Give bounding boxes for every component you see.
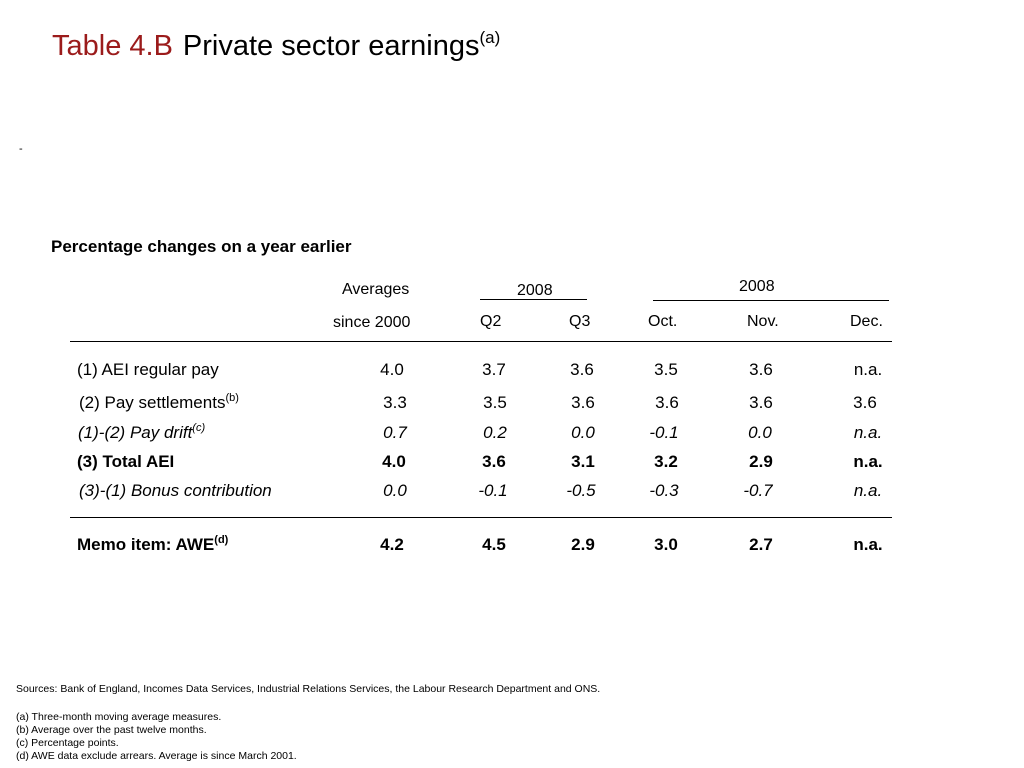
- table-cell: 3.5: [483, 393, 507, 412]
- row-label-pay-drift: (1)-(2) Pay drift(c): [78, 422, 206, 443]
- group1-underline: [480, 299, 587, 300]
- header-col-oct: Oct.: [648, 313, 678, 330]
- row-label-memo-awe: Memo item: AWE(d): [77, 534, 229, 555]
- table-cell: n.a.: [853, 423, 883, 442]
- table-cell: n.a.: [853, 452, 883, 471]
- title-footnote-ref: (a): [479, 28, 501, 47]
- footnote-ref: (c): [192, 422, 206, 434]
- table-cell: 0.0: [748, 423, 772, 442]
- table-cell: 3.6: [655, 393, 679, 412]
- header-averages: Averages: [342, 281, 410, 298]
- table-cell: 3.3: [383, 393, 407, 412]
- table-cell: -0.5: [566, 481, 596, 500]
- row-label-aei-regular-pay: (1) AEI regular pay: [77, 360, 219, 379]
- footnote-b: (b) Average over the past twelve months.: [16, 724, 207, 736]
- table-cell: 3.1: [571, 452, 595, 471]
- table-cell: 0.0: [383, 481, 407, 500]
- row-label-pay-settlements: (2) Pay settlements(b): [79, 392, 239, 413]
- footnote-ref: (b): [225, 392, 239, 404]
- table-cell: -0.1: [649, 423, 679, 442]
- header-rule: [70, 341, 892, 342]
- marker-dash: -: [19, 143, 23, 155]
- table-cell: 3.6: [570, 360, 594, 379]
- table-cell: -0.7: [743, 481, 773, 500]
- table-cell: n.a.: [853, 481, 883, 500]
- row-label-total-aei: (3) Total AEI: [77, 452, 175, 471]
- table-cell: 3.6: [749, 360, 773, 379]
- table-title-text: Private sector earnings: [182, 30, 480, 62]
- table-cell: 3.6: [853, 393, 877, 412]
- group2-underline: [653, 300, 889, 301]
- memo-rule: [70, 517, 892, 518]
- table-cell: 3.6: [749, 393, 773, 412]
- table-cell: 0.2: [483, 423, 507, 442]
- table-cell: 3.5: [654, 360, 678, 379]
- table-cell: 3.6: [571, 393, 595, 412]
- table-cell: 4.0: [382, 452, 406, 471]
- header-col-nov: Nov.: [747, 313, 779, 330]
- footnote-a: (a) Three-month moving average measures.: [16, 711, 222, 723]
- sources-note: Sources: Bank of England, Incomes Data S…: [16, 683, 601, 695]
- header-col-dec: Dec.: [850, 313, 883, 330]
- footnote-d: (d) AWE data exclude arrears. Average is…: [16, 750, 297, 762]
- table-cell: 3.0: [654, 535, 678, 554]
- table-cell: 3.2: [654, 452, 678, 471]
- row-label-bonus-contribution: (3)-(1) Bonus contribution: [79, 481, 272, 500]
- table-cell: n.a.: [853, 360, 883, 379]
- table-cell: -0.1: [478, 481, 508, 500]
- table-cell: n.a.: [853, 535, 883, 554]
- table-cell: -0.3: [649, 481, 679, 500]
- table-cell: 0.7: [383, 423, 407, 442]
- table-cell: 2.9: [749, 452, 773, 471]
- table-cell: 4.0: [380, 360, 404, 379]
- header-year-group1: 2008: [517, 282, 553, 299]
- table-cell: 2.7: [749, 535, 773, 554]
- table-subtitle: Percentage changes on a year earlier: [51, 237, 352, 256]
- footnote-ref: (d): [214, 534, 229, 546]
- header-since-2000: since 2000: [333, 314, 411, 331]
- table-number: Table 4.B: [52, 30, 173, 62]
- table-cell: 2.9: [571, 535, 595, 554]
- table-cell: 3.6: [482, 452, 506, 471]
- table-cell: 0.0: [571, 423, 595, 442]
- table-cell: 4.2: [380, 535, 404, 554]
- header-col-q3: Q3: [569, 313, 591, 330]
- header-year-group2: 2008: [739, 278, 775, 295]
- page-title: Table 4.B Private sector earnings(a): [52, 26, 500, 66]
- table-cell: 3.7: [482, 360, 506, 379]
- footnote-c: (c) Percentage points.: [16, 737, 119, 749]
- header-col-q2: Q2: [480, 313, 502, 330]
- table-cell: 4.5: [482, 535, 506, 554]
